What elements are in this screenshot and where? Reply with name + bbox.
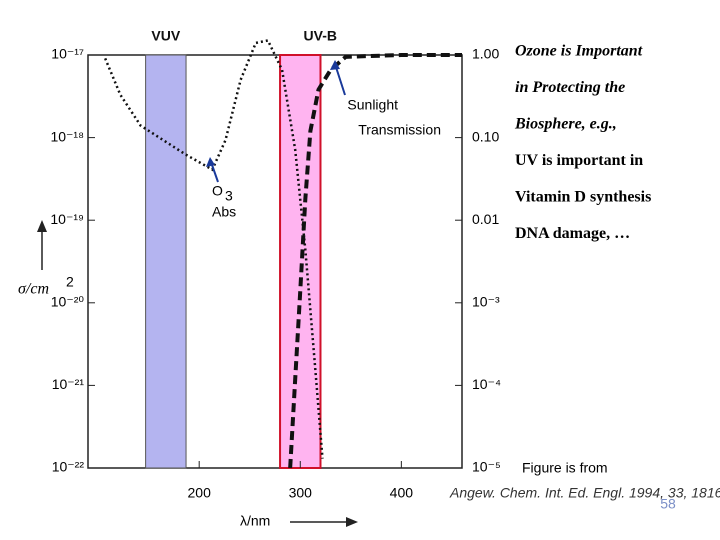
note-bg	[510, 320, 682, 490]
y-tick-label: 10⁻¹⁷	[51, 46, 84, 62]
y-axis-label: σ/cm	[18, 281, 49, 298]
bullets: Ozone is Important in Protecting the Biosp…	[514, 43, 651, 243]
band	[145, 54, 187, 469]
page-number: 58	[660, 496, 676, 512]
y-tick-label: 10⁻²⁰	[51, 294, 85, 310]
bullet-text: Ozone is Important	[515, 43, 643, 60]
y-axis-label-sup: 2	[66, 274, 74, 290]
bullet-text: in Protecting the	[515, 79, 625, 96]
bullet-text: UV is important in	[515, 152, 643, 169]
y-tick-label: 10⁻¹⁹	[50, 211, 84, 227]
y-tick-label: 10⁻²²	[52, 459, 85, 475]
series-line	[288, 53, 462, 469]
y2-tick-label: 10⁻⁵	[472, 459, 501, 475]
band-label: VUV	[151, 28, 180, 44]
band-label: UV-B	[304, 28, 337, 44]
y-tick-label: 10⁻²¹	[52, 376, 85, 392]
axis-arrow-head	[37, 220, 47, 232]
source-note: Figure is from	[522, 460, 608, 476]
arrow-head	[206, 157, 215, 167]
annotation: O	[212, 183, 223, 199]
annotation: Transmission	[358, 122, 441, 138]
x-tick-label: 200	[188, 485, 212, 501]
plot-frame	[87, 54, 463, 469]
figure-bg	[38, 25, 510, 505]
y2-tick-label: 0.10	[472, 128, 499, 144]
arrow-head	[330, 60, 340, 70]
series-line	[104, 39, 324, 459]
y-tick-label: 10⁻¹⁸	[50, 128, 84, 144]
bullet-text: DNA damage, …	[515, 225, 630, 242]
bullet-text: Biosphere, e.g.,	[514, 116, 617, 133]
axis-arrow-head	[346, 517, 358, 527]
y2-tick-label: 10⁻⁴	[472, 376, 501, 392]
bullet-text: Vitamin D synthesis	[515, 189, 651, 206]
x-tick-label: 400	[390, 485, 414, 501]
x-axis-label: λ/nm	[240, 513, 270, 529]
plot	[88, 39, 462, 469]
x-tick-label: 300	[289, 485, 313, 501]
y2-tick-label: 0.01	[472, 211, 499, 227]
citation: Angew. Chem. Int. Ed. Engl. 1994, 33, 18…	[449, 485, 720, 501]
annotation: Sunlight	[347, 97, 398, 113]
y2-tick-label: 10⁻³	[472, 294, 500, 310]
annotation: 3	[225, 188, 233, 204]
annotation: Abs	[212, 204, 236, 220]
y2-tick-label: 1.00	[472, 46, 499, 62]
